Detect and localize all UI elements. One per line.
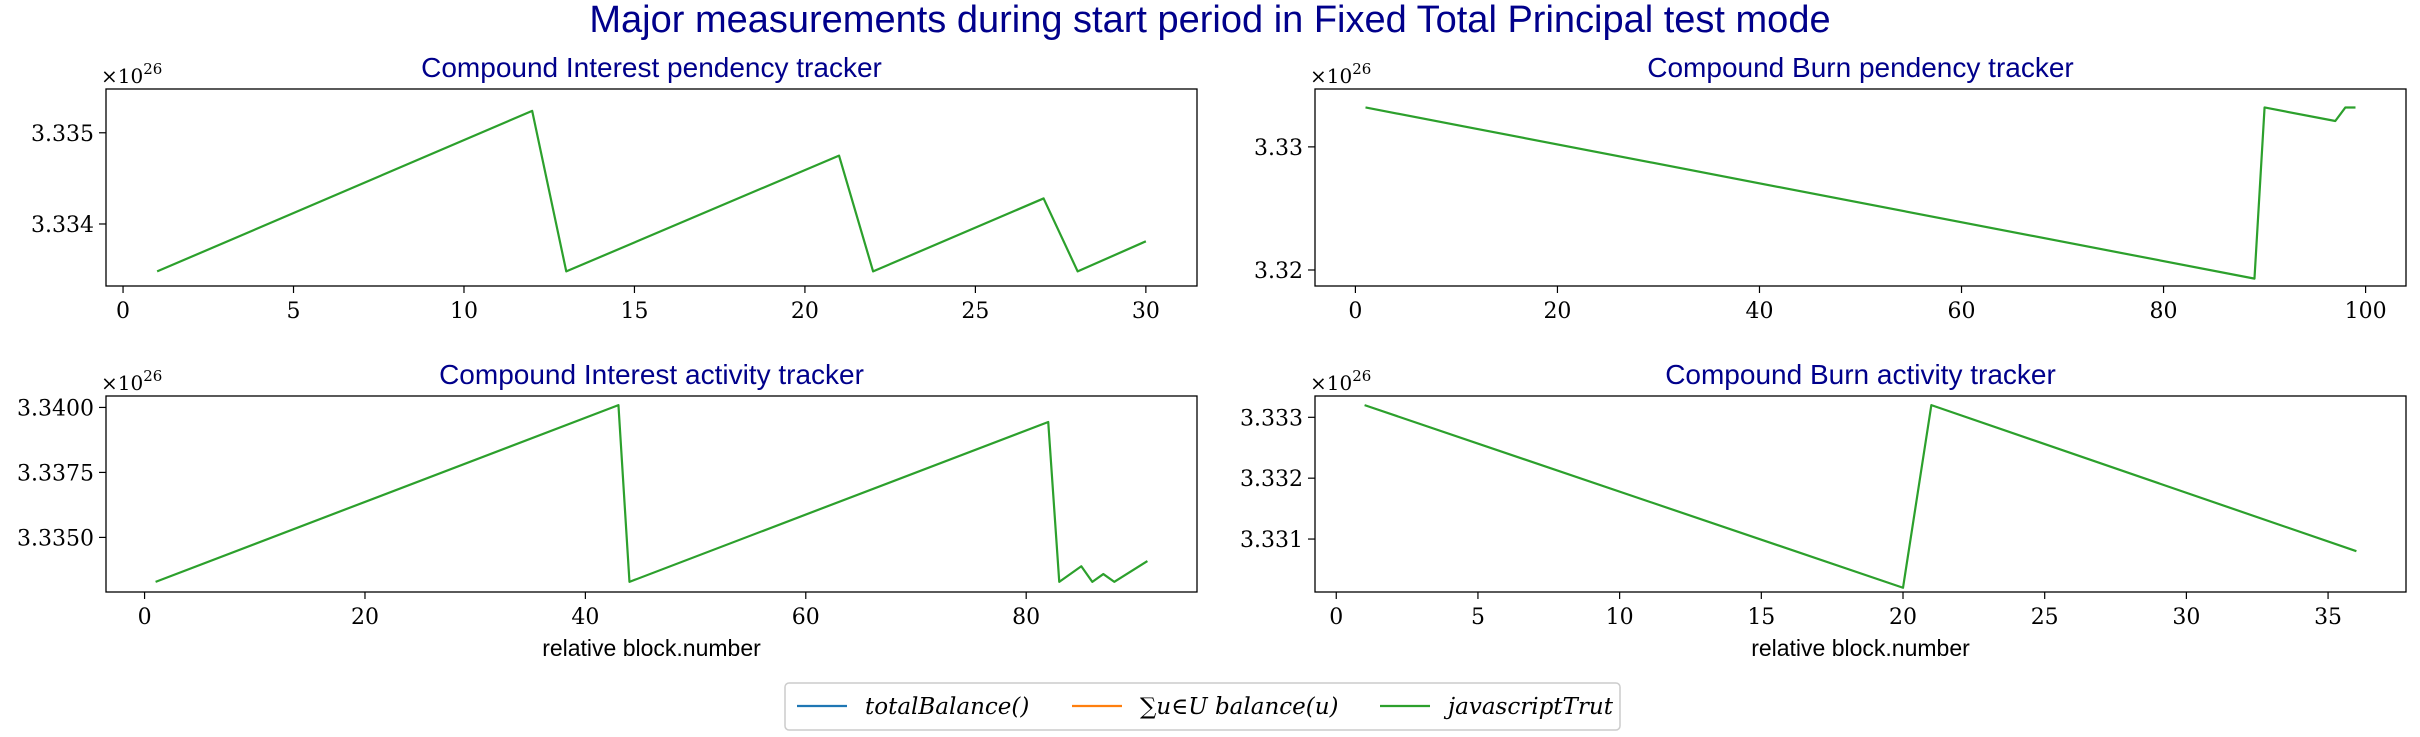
legend-label-totalbalance: totalBalance() — [865, 694, 1029, 720]
series-line-0 — [155, 404, 1148, 583]
axes-frame — [105, 395, 1198, 593]
y-axis-multiplier: ×1026 — [101, 60, 162, 88]
y-tick-label: 3.334 — [31, 213, 94, 238]
x-tick-label: 25 — [961, 299, 989, 324]
series-line-0 — [156, 109, 1147, 273]
x-tick-label: 40 — [571, 605, 599, 630]
legend-label-sum-balance: ∑u∈U balance(u) — [1140, 694, 1339, 720]
y-axis-multiplier: ×1026 — [1310, 60, 1371, 88]
y-tick-label: 3.3350 — [17, 526, 94, 551]
x-tick-label: 60 — [792, 605, 820, 630]
x-tick-label: 0 — [1348, 299, 1362, 324]
x-tick-label: 35 — [2314, 605, 2342, 630]
x-tick-label: 10 — [450, 299, 478, 324]
x-tick-label: 40 — [1745, 299, 1773, 324]
x-tick-label: 20 — [351, 605, 379, 630]
x-tick-label: 5 — [1471, 605, 1485, 630]
y-tick-label: 3.32 — [1254, 259, 1303, 284]
y-tick-label: 3.33 — [1254, 136, 1303, 161]
legend-frame — [784, 682, 1621, 731]
y-tick-label: 3.332 — [1240, 467, 1303, 492]
y-tick-label: 3.331 — [1240, 528, 1303, 553]
x-tick-label: 15 — [1747, 605, 1775, 630]
series-line-0 — [1365, 106, 2356, 280]
x-tick-label: 30 — [2172, 605, 2200, 630]
x-tick-label: 0 — [138, 605, 152, 630]
y-tick-label: 3.333 — [1240, 406, 1303, 431]
x-tick-label: 25 — [2031, 605, 2059, 630]
x-tick-label: 10 — [1606, 605, 1634, 630]
subplot-2: Compound Interest activity tracker 0 20 40 6… — [17, 359, 1198, 661]
subplots: Compound Interest pendency tracker 0 5 10 15… — [17, 52, 2407, 661]
x-tick-label: 15 — [620, 299, 648, 324]
subplot-0: Compound Interest pendency tracker 0 5 10 15… — [31, 52, 1198, 324]
x-tick-label: 5 — [287, 299, 301, 324]
y-tick-label: 3.335 — [31, 122, 94, 147]
x-tick-label: 80 — [2150, 299, 2178, 324]
subplot-title: Compound Interest pendency tracker — [421, 52, 882, 83]
y-axis-multiplier: ×1026 — [101, 367, 162, 395]
x-tick-label: 60 — [1948, 299, 1976, 324]
subplot-1: Compound Burn pendency tracker 0 20 40 60 80 1… — [1254, 52, 2407, 324]
axes-frame — [1314, 88, 2407, 287]
x-tick-label: 20 — [791, 299, 819, 324]
subplot-title: Compound Burn activity tracker — [1665, 359, 2056, 390]
legend-label-javascripttrut: javascriptTrut — [1443, 694, 1614, 720]
x-tick-label: 100 — [2345, 299, 2387, 324]
x-tick-label: 0 — [116, 299, 130, 324]
x-tick-label: 20 — [1543, 299, 1571, 324]
subplot-title: Compound Interest activity tracker — [439, 359, 864, 390]
series-line-0 — [1364, 404, 2357, 589]
x-axis-label: relative block.number — [1751, 635, 1970, 661]
x-tick-label: 30 — [1132, 299, 1160, 324]
x-tick-label: 80 — [1012, 605, 1040, 630]
x-axis-label: relative block.number — [542, 635, 761, 661]
subplot-3: Compound Burn activity tracker 0 5 10 15 20 25… — [1240, 359, 2407, 661]
y-axis-multiplier: ×1026 — [1310, 367, 1371, 395]
y-tick-label: 3.3375 — [17, 461, 94, 486]
y-tick-label: 3.3400 — [17, 396, 94, 421]
axes-frame — [105, 88, 1198, 287]
figure-title: Major measurements during start period i… — [589, 0, 1830, 41]
x-tick-label: 20 — [1889, 605, 1917, 630]
subplot-title: Compound Burn pendency tracker — [1647, 52, 2073, 83]
x-tick-label: 0 — [1329, 605, 1343, 630]
legend: totalBalance() ∑u∈U balance(u) javascrip… — [784, 682, 1621, 731]
axes-frame — [1314, 395, 2407, 593]
